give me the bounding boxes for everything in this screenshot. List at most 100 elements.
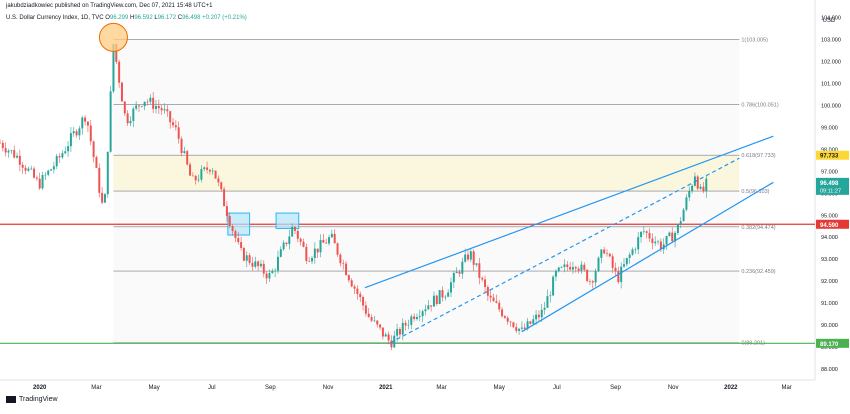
candle-body xyxy=(21,164,24,168)
circle-highlight[interactable] xyxy=(98,22,128,52)
trendlines[interactable] xyxy=(364,135,774,344)
candle-body xyxy=(47,170,50,175)
candle-body xyxy=(475,263,478,265)
candle-body xyxy=(155,105,157,109)
highlight-box[interactable] xyxy=(227,212,251,236)
time-axis[interactable]: 2020 Mar May Jul Sep Nov 2021 Mar May Jul Sep Nov 20… xyxy=(33,385,792,391)
trendline[interactable] xyxy=(364,135,774,289)
candle-body xyxy=(180,138,183,153)
candle-body xyxy=(481,277,484,280)
trendline[interactable] xyxy=(521,181,774,333)
highlight-box[interactable] xyxy=(275,212,300,229)
fib-zone-618 xyxy=(113,155,740,192)
price-axis[interactable]: USD 104.000 103.000 102.000 101.000 100.000 9… xyxy=(821,16,841,373)
x-tick-label: Sep xyxy=(610,385,621,391)
candle-body xyxy=(67,146,70,152)
low-value: 96.172 xyxy=(157,15,177,21)
candle-body xyxy=(586,269,589,282)
candle-body xyxy=(223,189,226,207)
candle-body xyxy=(438,290,441,304)
candle-body xyxy=(293,226,296,231)
candle-body xyxy=(676,224,679,233)
y-tick-label: 103.000 xyxy=(821,38,841,44)
horizontal-lines[interactable] xyxy=(0,223,815,344)
y-tick-label: 91.000 xyxy=(821,301,838,307)
candle-body xyxy=(535,314,538,320)
candle-body xyxy=(702,186,705,192)
y-tick-label: 99.000 xyxy=(821,125,838,131)
candle-body xyxy=(671,232,674,242)
candle-body xyxy=(691,185,694,192)
candle-body xyxy=(441,290,444,298)
candle-body xyxy=(588,281,591,282)
candle-body xyxy=(444,296,447,298)
candle-body xyxy=(396,329,399,336)
candle-body xyxy=(359,293,362,298)
candle-body xyxy=(651,238,654,244)
candle-body xyxy=(634,249,637,250)
candle-body xyxy=(268,273,271,279)
candle-body xyxy=(302,241,305,247)
y-tick-label: 102.000 xyxy=(821,60,841,66)
y-tick-label: 92.000 xyxy=(821,279,838,285)
candle-body xyxy=(642,231,645,232)
candle-body xyxy=(532,319,535,324)
candle-body xyxy=(177,127,180,139)
candle-body xyxy=(364,305,367,314)
candle-body xyxy=(606,253,608,255)
candle-body xyxy=(452,273,455,283)
candle-body xyxy=(467,254,470,260)
fib-level-label: 0.382(94.474) xyxy=(741,225,775,231)
circle-marker[interactable] xyxy=(98,22,128,52)
candle-body xyxy=(569,267,572,270)
x-tick-label: Mar xyxy=(781,385,791,391)
candle-body xyxy=(274,270,277,272)
candle-body xyxy=(163,109,166,111)
candle-body xyxy=(597,257,600,272)
candle-body xyxy=(668,232,671,236)
candle-body xyxy=(217,178,220,183)
candle-body xyxy=(620,266,623,283)
candle-body xyxy=(30,168,33,170)
candle-body xyxy=(628,254,631,258)
candle-body xyxy=(311,258,313,262)
publisher-line: jakubdziadkowiec published on TradingVie… xyxy=(6,3,213,9)
candle-body xyxy=(384,334,387,337)
candle-body xyxy=(245,255,248,261)
candle-body xyxy=(512,322,515,328)
candle-body xyxy=(373,320,376,322)
candle-body xyxy=(350,280,353,287)
candle-body xyxy=(86,121,89,126)
candle-body xyxy=(447,292,450,297)
candle-body xyxy=(118,61,121,83)
candle-body xyxy=(7,150,10,153)
candle-body xyxy=(503,316,506,318)
candle-body xyxy=(591,281,594,283)
candle-body xyxy=(472,251,475,265)
candle-body xyxy=(160,108,163,111)
fib-level-label: 0.618(97.733) xyxy=(741,153,775,159)
candle-body xyxy=(381,327,384,337)
candle-body xyxy=(143,101,146,107)
low-label: L xyxy=(154,15,158,21)
candle-body xyxy=(379,324,382,328)
tradingview-brand[interactable]: TradingView xyxy=(6,396,58,403)
candle-body xyxy=(546,296,549,308)
y-tick-label: 90.000 xyxy=(821,323,838,329)
x-tick-label: Mar xyxy=(436,385,446,391)
y-tick-label: 104.000 xyxy=(821,16,841,22)
candle-body xyxy=(455,271,458,274)
y-tick-label: 101.000 xyxy=(821,81,841,87)
candle-body xyxy=(464,254,467,262)
symbol-name[interactable]: U.S. Dollar Currency Index, 1D, TVC xyxy=(6,15,104,21)
candle-body xyxy=(157,105,160,109)
candle-body xyxy=(705,178,708,192)
trendline-dashed[interactable] xyxy=(390,157,740,344)
candle-body xyxy=(407,324,410,326)
candle-body xyxy=(640,231,643,238)
candle-body xyxy=(183,151,186,153)
x-tick-label: Jul xyxy=(208,385,216,391)
fibonacci-retracement[interactable]: 1(103.005) 0.786(100.051) 0.618(97.733) 0.5… xyxy=(113,37,779,347)
